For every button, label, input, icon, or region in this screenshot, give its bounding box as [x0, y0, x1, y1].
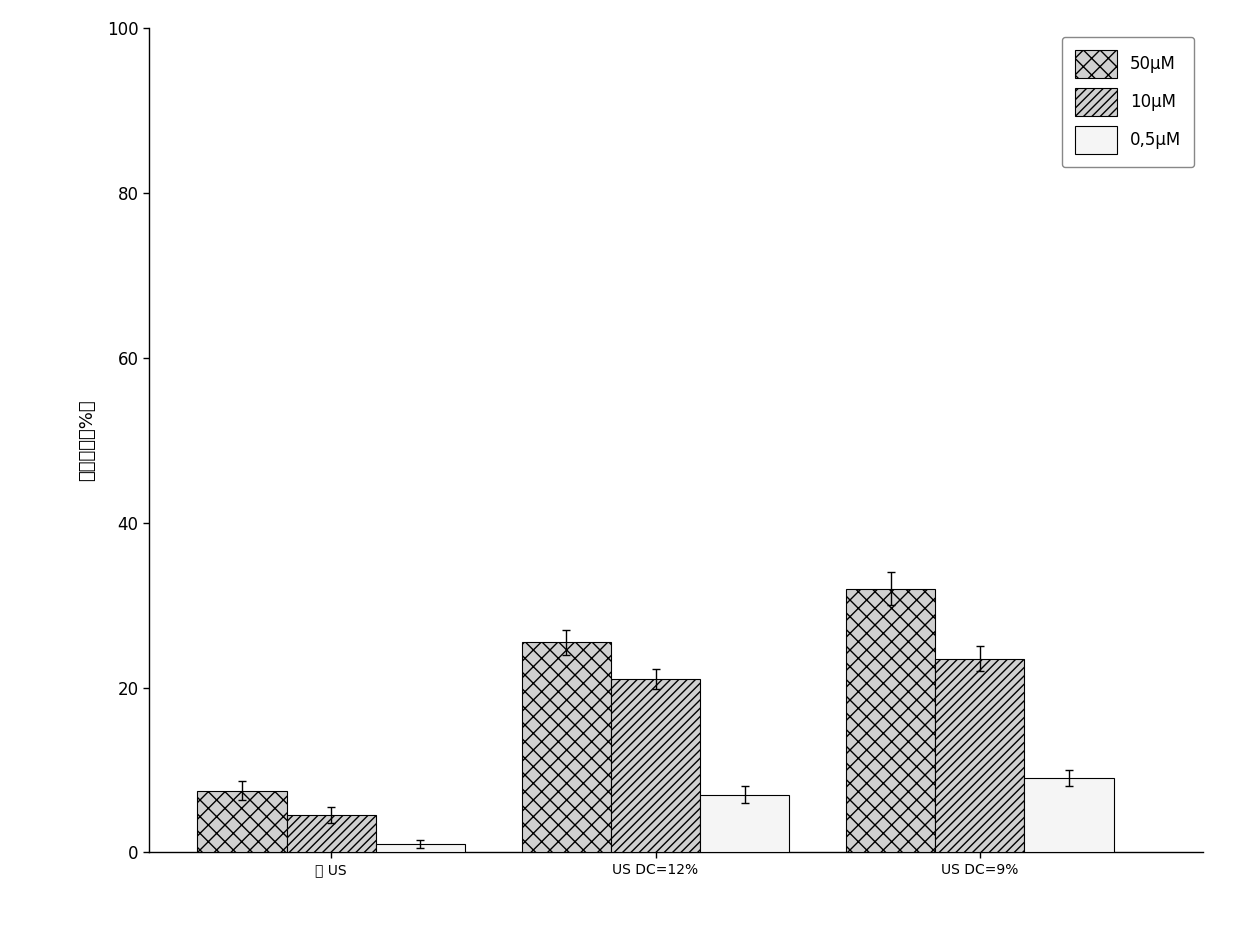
Bar	[701, 795, 790, 852]
Bar	[286, 815, 376, 852]
Bar	[846, 589, 935, 852]
Bar	[1024, 778, 1114, 852]
Bar	[376, 844, 465, 852]
Y-axis label: 细胞死亡（%）: 细胞死亡（%）	[78, 400, 95, 481]
Legend: 50μM, 10μM, 0,5μM: 50μM, 10μM, 0,5μM	[1061, 37, 1194, 168]
Bar	[935, 659, 1024, 852]
Bar	[197, 791, 286, 852]
Bar	[611, 679, 701, 852]
Bar	[522, 642, 611, 852]
